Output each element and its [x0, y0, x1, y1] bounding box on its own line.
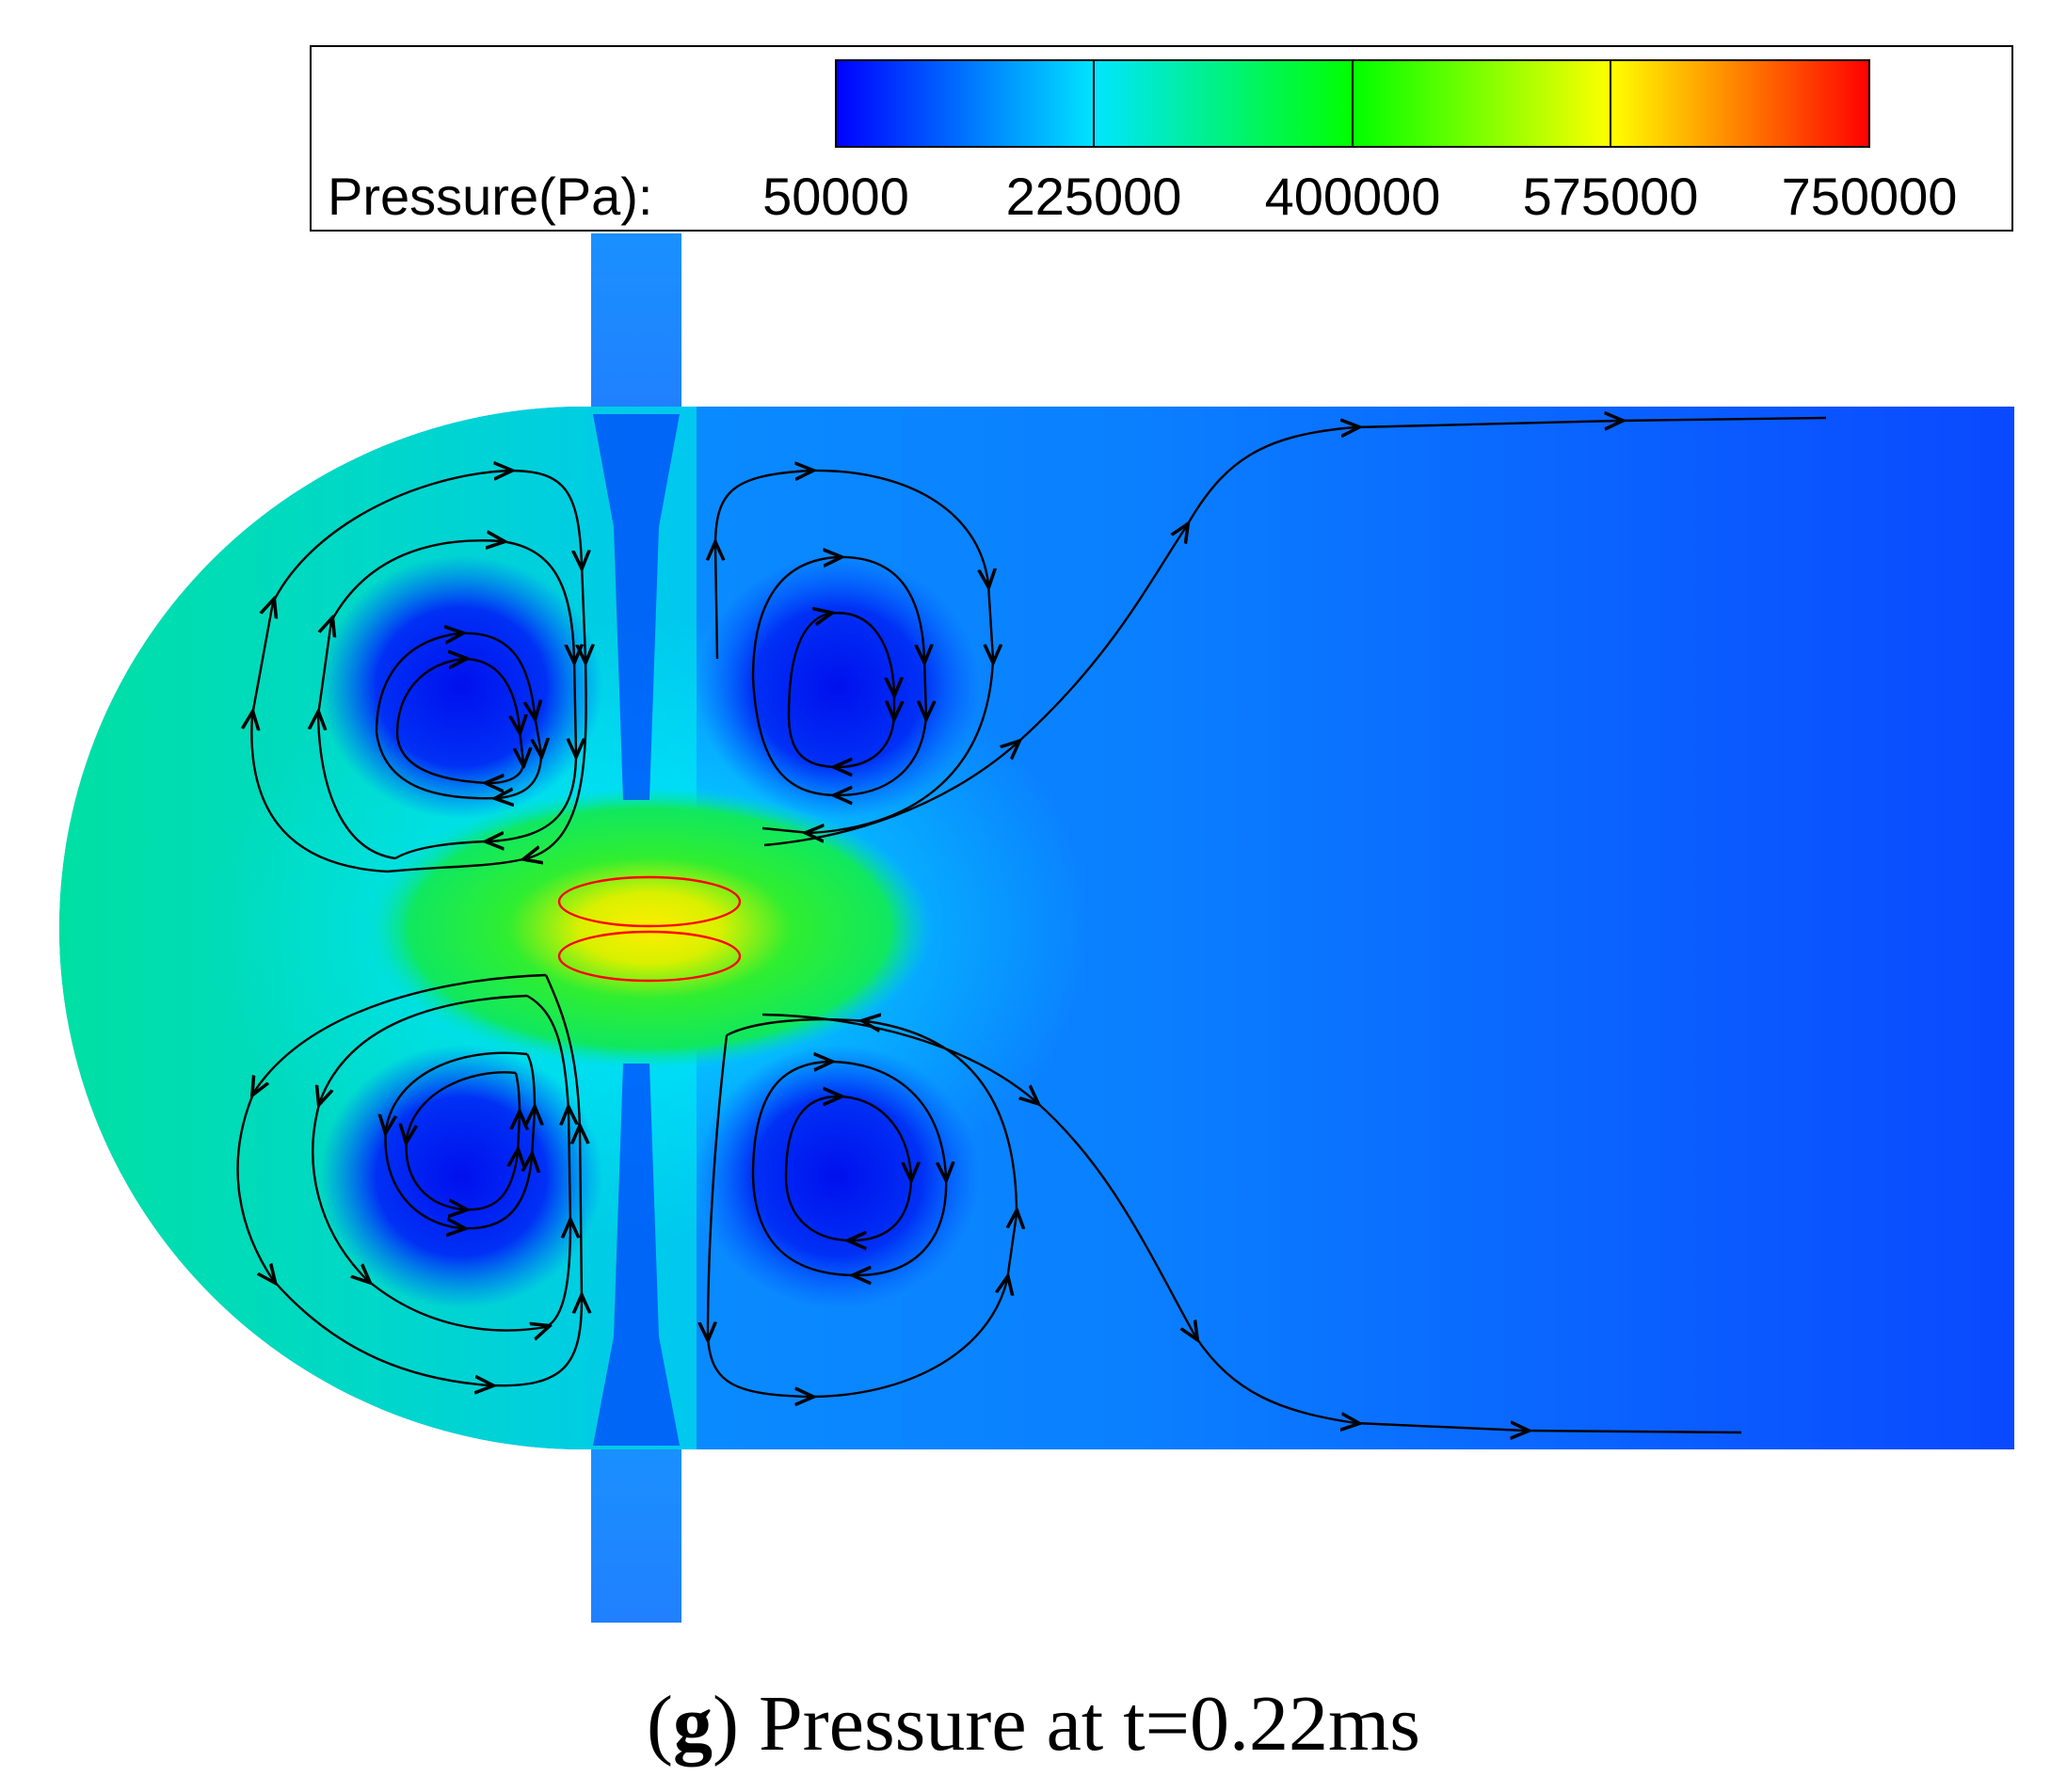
- top-nozzle: [591, 233, 681, 412]
- streamline: [763, 418, 1827, 847]
- streamline: [375, 633, 541, 798]
- streamline: [251, 471, 585, 873]
- vortex-low-pressure: [320, 555, 602, 819]
- streamline: [784, 1096, 911, 1240]
- caption-close-paren: ): [713, 1680, 739, 1768]
- vortex-low-pressure: [320, 1045, 602, 1308]
- legend-title: Pressure(Pa):: [328, 167, 652, 226]
- caption-text: Pressure at t=0.22ms: [739, 1680, 1420, 1768]
- bubble-upper-outline: [557, 875, 742, 928]
- colorbar-legend: Pressure(Pa): 50000 225000 400000 575000…: [310, 45, 2013, 232]
- streamline: [787, 613, 894, 767]
- colorbar-tick-label: 400000: [1265, 167, 1441, 226]
- colorbar-tick-label: 225000: [1006, 167, 1182, 226]
- streamlines: [236, 418, 1827, 1432]
- streamline: [395, 659, 523, 783]
- bottom-nozzle: [591, 1444, 681, 1623]
- bubble-lower-outline: [557, 930, 742, 983]
- nozzle-jet-shadow: [593, 1064, 680, 1446]
- vortex-low-pressure: [697, 1045, 979, 1308]
- vortex-low-pressure: [697, 555, 979, 819]
- colorbar-tick-label: 575000: [1523, 167, 1699, 226]
- streamline: [751, 1062, 946, 1275]
- streamline: [751, 557, 926, 795]
- streamline: [708, 1019, 1017, 1397]
- streamline: [312, 994, 570, 1330]
- streamline: [761, 1013, 1742, 1432]
- colorbar-tick-label: 50000: [762, 167, 909, 226]
- pressure-field: [59, 407, 2014, 1449]
- bubble-outlines: [557, 875, 742, 983]
- streamline: [407, 1071, 520, 1209]
- streamline: [386, 1051, 535, 1229]
- caption-open-paren: (: [647, 1680, 674, 1768]
- figure-caption: (g) Pressure at t=0.22ms: [0, 1685, 2067, 1764]
- colorbar-tick-label: 750000: [1782, 167, 1958, 226]
- caption-panel-letter: g: [673, 1680, 713, 1768]
- nozzle-jet-shadow: [593, 414, 680, 800]
- streamline: [318, 540, 576, 860]
